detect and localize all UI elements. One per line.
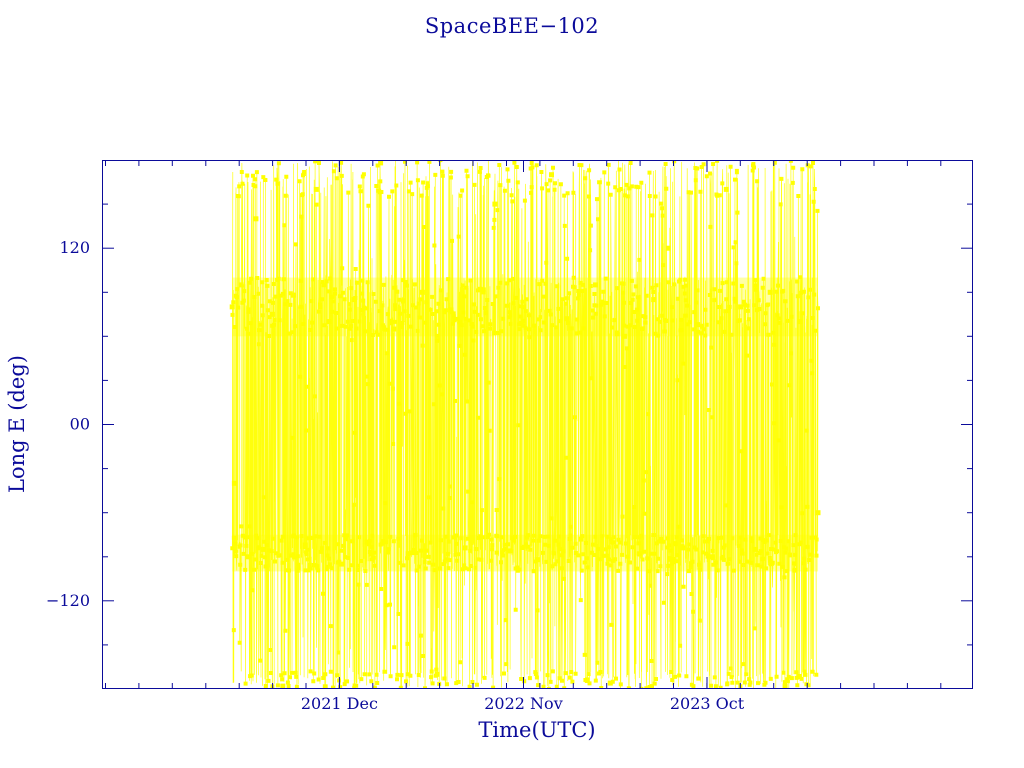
data-point <box>302 542 308 548</box>
data-point <box>797 319 803 325</box>
data-point <box>549 172 554 178</box>
x-tick-label: 2023 Oct <box>670 694 745 713</box>
data-point <box>229 304 235 310</box>
data-point <box>782 683 788 689</box>
y-tick-label: 00 <box>70 415 90 434</box>
data-point <box>253 216 259 222</box>
data-point <box>680 545 686 551</box>
data-point <box>815 510 821 516</box>
data-point <box>290 292 296 298</box>
data-layer <box>229 160 821 689</box>
y-tick-label: −120 <box>46 591 90 610</box>
data-point <box>364 539 370 545</box>
data-point <box>351 297 357 303</box>
data-point <box>405 551 411 557</box>
data-point <box>419 289 425 295</box>
data-point <box>434 671 440 677</box>
data-point <box>534 557 540 563</box>
data-point <box>238 282 244 288</box>
data-point <box>752 546 758 552</box>
data-point <box>695 322 701 328</box>
chart-title: SpaceBEE−102 <box>424 14 600 38</box>
y-tick-label: 120 <box>59 238 90 257</box>
data-point <box>506 548 512 554</box>
data-point <box>767 289 773 295</box>
data-point <box>261 546 267 552</box>
data-point <box>280 683 286 689</box>
data-point <box>477 286 483 292</box>
data-point <box>709 554 715 560</box>
data-point <box>622 333 628 339</box>
data-point <box>723 186 729 192</box>
data-point <box>563 316 569 322</box>
data-point <box>448 307 454 313</box>
data-point <box>378 160 384 166</box>
data-point <box>339 561 345 567</box>
data-point <box>738 304 744 310</box>
data-point <box>665 245 671 251</box>
axes-layer: −120 00 120 2021 Dec 2022 Nov 2023 Oct <box>46 160 973 713</box>
x-tick-label: 2021 Dec <box>301 694 378 713</box>
data-point <box>651 297 657 303</box>
data-point <box>231 480 237 486</box>
data-point <box>607 680 613 686</box>
data-point <box>269 311 275 317</box>
data-point <box>313 186 319 192</box>
x-axis-label: Time(UTC) <box>478 718 596 742</box>
data-point <box>578 536 584 542</box>
data-point <box>245 554 251 560</box>
x-tick-label: 2022 Nov <box>484 694 562 713</box>
data-point <box>593 282 598 288</box>
data-point <box>462 545 468 551</box>
series-line <box>231 160 819 689</box>
data-point <box>636 551 642 557</box>
data-point <box>492 201 498 207</box>
data-point <box>391 326 397 332</box>
data-point <box>521 304 526 310</box>
data-point <box>326 319 332 325</box>
